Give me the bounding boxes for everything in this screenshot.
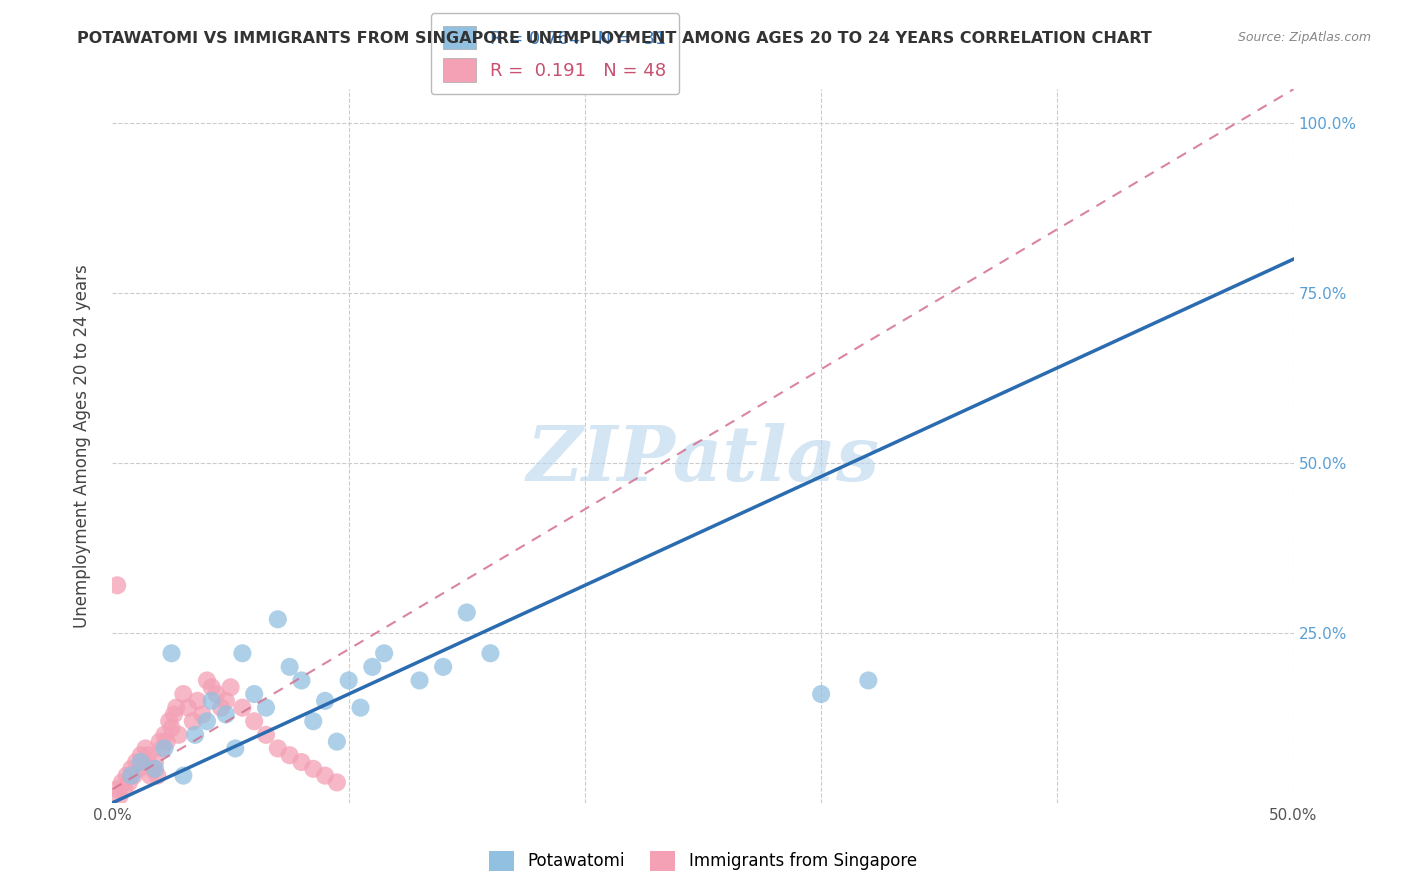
Point [231, 646, 253, 660]
Point [157, 714, 180, 729]
Point [231, 700, 253, 714]
Point [858, 673, 880, 688]
Text: Source: ZipAtlas.com: Source: ZipAtlas.com [1237, 31, 1371, 45]
Point [108, 789, 131, 803]
Legend: R = 0.764   N =  31, R =  0.191   N = 48: R = 0.764 N = 31, R = 0.191 N = 48 [430, 13, 679, 95]
Point [349, 700, 371, 714]
Point [432, 660, 454, 674]
Point [184, 728, 207, 742]
Point [143, 755, 166, 769]
Point [195, 673, 218, 688]
Point [111, 775, 134, 789]
Point [125, 755, 148, 769]
Point [136, 748, 159, 763]
Point [146, 769, 169, 783]
Point [150, 741, 173, 756]
Point [254, 728, 277, 742]
Point [120, 769, 142, 783]
Point [153, 728, 176, 742]
Point [314, 769, 336, 783]
Y-axis label: Unemployment Among Ages 20 to 24 years: Unemployment Among Ages 20 to 24 years [73, 264, 91, 628]
Point [156, 734, 179, 748]
Point [163, 707, 186, 722]
Point [373, 646, 395, 660]
Point [810, 687, 832, 701]
Point [139, 769, 162, 783]
Point [172, 769, 194, 783]
Point [118, 775, 141, 789]
Point [209, 700, 232, 714]
Point [302, 714, 325, 729]
Point [172, 687, 194, 701]
Point [267, 612, 290, 626]
Point [143, 762, 166, 776]
Text: ZIPatlas: ZIPatlas [526, 424, 880, 497]
Point [290, 673, 312, 688]
Point [191, 707, 214, 722]
Point [219, 680, 242, 694]
Point [224, 741, 246, 756]
Point [361, 660, 384, 674]
Point [105, 782, 128, 797]
Point [135, 741, 157, 756]
Point [479, 646, 502, 660]
Point [127, 762, 149, 776]
Point [129, 755, 152, 769]
Point [314, 694, 336, 708]
Point [165, 700, 187, 714]
Point [456, 606, 478, 620]
Point [153, 741, 176, 756]
Point [215, 694, 238, 708]
Point [129, 748, 152, 763]
Point [132, 755, 155, 769]
Point [278, 660, 301, 674]
Point [167, 728, 190, 742]
Point [267, 741, 290, 756]
Text: POTAWATOMI VS IMMIGRANTS FROM SINGAPORE UNEMPLOYMENT AMONG AGES 20 TO 24 YEARS C: POTAWATOMI VS IMMIGRANTS FROM SINGAPORE … [77, 31, 1152, 46]
Legend: Potawatomi, Immigrants from Singapore: Potawatomi, Immigrants from Singapore [481, 842, 925, 880]
Point [181, 714, 204, 729]
Point [160, 646, 183, 660]
Point [254, 700, 277, 714]
Point [215, 707, 238, 722]
Point [142, 762, 165, 776]
Point [205, 687, 228, 701]
Point [160, 721, 183, 735]
Point [201, 680, 224, 694]
Point [186, 694, 208, 708]
Point [122, 769, 145, 783]
Point [201, 694, 224, 708]
Point [177, 700, 200, 714]
Point [408, 673, 430, 688]
Point [243, 714, 266, 729]
Point [195, 714, 218, 729]
Point [243, 687, 266, 701]
Point [337, 673, 360, 688]
Point [326, 775, 349, 789]
Point [112, 782, 135, 797]
Point [115, 769, 138, 783]
Point [120, 762, 142, 776]
Point [302, 762, 325, 776]
Point [105, 578, 128, 592]
Point [149, 734, 172, 748]
Point [278, 748, 301, 763]
Point [290, 755, 312, 769]
Point [326, 734, 349, 748]
